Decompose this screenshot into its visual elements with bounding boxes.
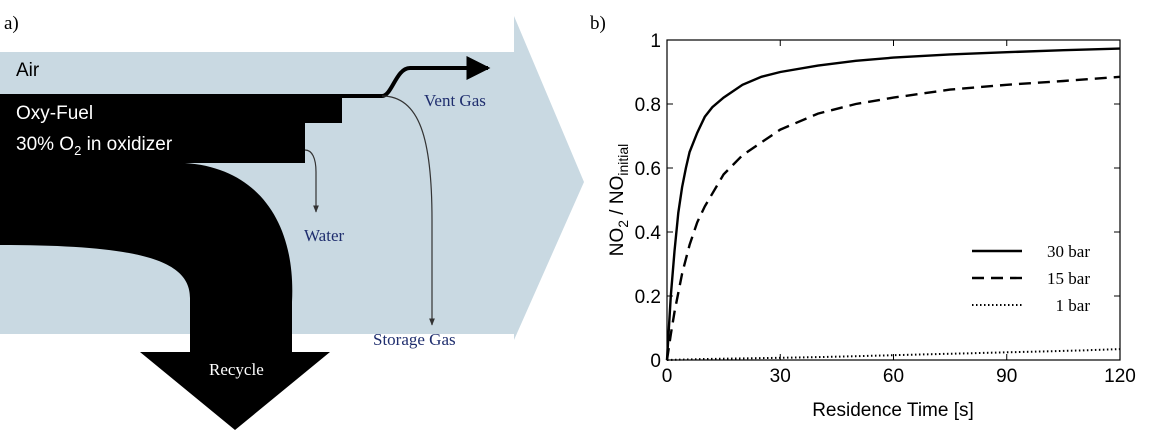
oxy-fuel-label: Oxy-Fuel xyxy=(16,103,93,124)
series-line-30-bar xyxy=(665,47,1121,361)
x-tick-label: 60 xyxy=(883,366,904,387)
legend-label: 1 bar xyxy=(1056,296,1091,315)
x-axis-title: Residence Time [s] xyxy=(812,400,974,421)
recycle-arrow xyxy=(0,163,330,430)
oxidizer-label: 30% O2 in oxidizer xyxy=(16,134,173,158)
y-tick-label: 0.4 xyxy=(635,223,662,244)
storage-gas-label: Storage Gas xyxy=(373,330,456,349)
storage-gas-arrow xyxy=(381,95,435,326)
y-tick-label: 0.8 xyxy=(635,95,661,116)
x-tick-label: 0 xyxy=(662,366,673,387)
y-axis-title: NO2 / NOinitial xyxy=(607,144,631,257)
y-tick-label: 0.2 xyxy=(635,287,661,308)
water-arrow xyxy=(304,149,319,213)
series-line-15-bar xyxy=(665,75,1121,361)
x-tick-label: 120 xyxy=(1104,366,1136,387)
legend: 30 bar 15 bar 1 bar xyxy=(972,242,1090,315)
y-tick-label: 0 xyxy=(650,351,661,372)
x-tick-label: 30 xyxy=(770,366,791,387)
diagram-panel: a) Air Oxy-Fuel 30% O2 in oxidizer Vent … xyxy=(0,13,584,430)
oxy-fuel-block xyxy=(0,94,342,163)
chart-panel: b) 0 30 60 90 120 0 0.2 0.4 0.6 0.8 1 Residence Ti… xyxy=(590,13,1136,421)
chart-panel-label: b) xyxy=(590,13,606,34)
plot-frame xyxy=(666,39,1121,361)
series-lines xyxy=(665,47,1121,361)
x-tick-label: 90 xyxy=(996,366,1017,387)
recycle-label: Recycle xyxy=(209,360,264,379)
y-tick-label: 1 xyxy=(650,31,661,52)
y-tick-label: 0.6 xyxy=(635,159,661,180)
diagram-panel-label: a) xyxy=(4,13,19,34)
vent-gas-label: Vent Gas xyxy=(424,91,486,110)
legend-label: 30 bar xyxy=(1047,242,1090,261)
legend-label: 15 bar xyxy=(1047,269,1090,288)
axis-ticks: 0 30 60 90 120 0 0.2 0.4 0.6 0.8 1 xyxy=(635,31,1136,387)
air-label: Air xyxy=(16,60,40,81)
water-label: Water xyxy=(304,226,344,245)
